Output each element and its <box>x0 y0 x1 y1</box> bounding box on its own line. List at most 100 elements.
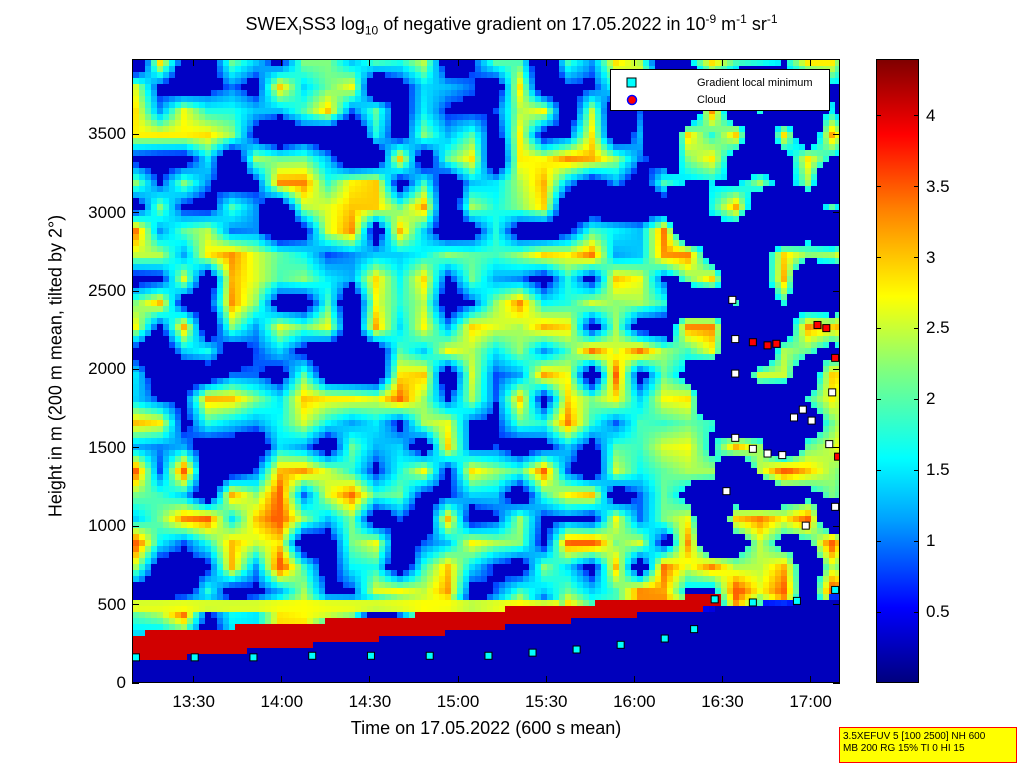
heatmap-cell <box>565 288 571 294</box>
heatmap-cell <box>685 270 691 276</box>
heatmap-cell <box>181 312 187 318</box>
heatmap-cell <box>433 192 439 198</box>
heatmap-cell <box>547 258 553 264</box>
heatmap-cell <box>715 60 721 66</box>
heatmap-cell <box>355 132 361 138</box>
heatmap-cell <box>757 210 763 216</box>
heatmap-cell <box>547 246 553 252</box>
heatmap-cell <box>613 192 619 198</box>
heatmap-cell <box>631 180 637 186</box>
heatmap-cell <box>541 288 547 294</box>
heatmap-cell <box>619 108 625 114</box>
heatmap-cell <box>199 216 205 222</box>
heatmap-cell <box>463 78 469 84</box>
heatmap-cell <box>499 222 505 228</box>
heatmap-cell <box>229 300 235 306</box>
heatmap-cell <box>793 228 799 234</box>
heatmap-cell <box>379 144 385 150</box>
heatmap-cell <box>655 306 661 312</box>
heatmap-cell <box>799 126 805 132</box>
heatmap-cell <box>475 246 481 252</box>
heatmap-cell <box>229 282 235 288</box>
heatmap-cell <box>673 186 679 192</box>
heatmap-cell <box>397 192 403 198</box>
heatmap-cell <box>283 240 289 246</box>
heatmap-cell <box>355 114 361 120</box>
heatmap-cell <box>775 240 781 246</box>
heatmap-cell <box>505 192 511 198</box>
heatmap-cell <box>571 102 577 108</box>
heatmap-cell <box>409 114 415 120</box>
heatmap-cell <box>385 180 391 186</box>
heatmap-cell <box>505 204 511 210</box>
heatmap-cell <box>319 294 325 300</box>
heatmap-cell <box>835 264 839 270</box>
heatmap-cell <box>361 312 367 318</box>
heatmap-cell <box>301 216 307 222</box>
heatmap-cell <box>529 306 535 312</box>
heatmap-cell <box>757 144 763 150</box>
heatmap-cell <box>739 210 745 216</box>
heatmap-cell <box>229 84 235 90</box>
heatmap-cell <box>697 282 703 288</box>
heatmap-cell <box>277 96 283 102</box>
heatmap-cell <box>649 246 655 252</box>
heatmap-cell <box>823 246 829 252</box>
heatmap-cell <box>175 312 181 318</box>
heatmap-cell <box>745 114 751 120</box>
heatmap-cell <box>349 306 355 312</box>
heatmap-cell <box>775 270 781 276</box>
heatmap-cell <box>355 156 361 162</box>
heatmap-cell <box>427 228 433 234</box>
heatmap-cell <box>565 228 571 234</box>
heatmap-cell <box>157 108 163 114</box>
heatmap-cell <box>763 264 769 270</box>
heatmap-cell <box>349 60 355 66</box>
heatmap-cell <box>361 168 367 174</box>
heatmap-cell <box>169 78 175 84</box>
heatmap-cell <box>145 300 151 306</box>
heatmap-cell <box>691 168 697 174</box>
heatmap-cell <box>697 228 703 234</box>
heatmap-cell <box>775 234 781 240</box>
heatmap-cell <box>313 66 319 72</box>
heatmap-cell <box>571 84 577 90</box>
heatmap-cell <box>487 132 493 138</box>
heatmap-cell <box>355 162 361 168</box>
heatmap-cell <box>691 216 697 222</box>
heatmap-cell <box>787 114 793 120</box>
heatmap-cell <box>343 204 349 210</box>
heatmap-cell <box>337 102 343 108</box>
heatmap-cell <box>133 144 139 150</box>
heatmap-cell <box>643 306 649 312</box>
heatmap-cell <box>373 240 379 246</box>
heatmap-cell <box>163 96 169 102</box>
heatmap-cell <box>535 150 541 156</box>
heatmap-cell <box>307 306 313 312</box>
heatmap-cell <box>211 312 217 318</box>
heatmap-cell <box>679 270 685 276</box>
heatmap-cell <box>553 72 559 78</box>
heatmap-cell <box>499 114 505 120</box>
heatmap-cell <box>481 168 487 174</box>
heatmap-cell <box>739 258 745 264</box>
heatmap-cell <box>541 240 547 246</box>
heatmap-cell <box>829 66 835 72</box>
heatmap-cell <box>211 228 217 234</box>
heatmap-cell <box>271 138 277 144</box>
heatmap-cell <box>607 228 613 234</box>
heatmap-cell <box>445 156 451 162</box>
heatmap-cell <box>415 78 421 84</box>
heatmap-cell <box>775 186 781 192</box>
heatmap-cell <box>637 138 643 144</box>
heatmap-cell <box>283 90 289 96</box>
heatmap-cell <box>823 300 829 306</box>
heatmap-cell <box>169 192 175 198</box>
heatmap-cell <box>511 294 517 300</box>
heatmap-cell <box>661 282 667 288</box>
heatmap-cell <box>157 270 163 276</box>
heatmap-cell <box>253 210 259 216</box>
heatmap-cell <box>517 252 523 258</box>
heatmap-cell <box>487 198 493 204</box>
heatmap-cell <box>601 96 607 102</box>
